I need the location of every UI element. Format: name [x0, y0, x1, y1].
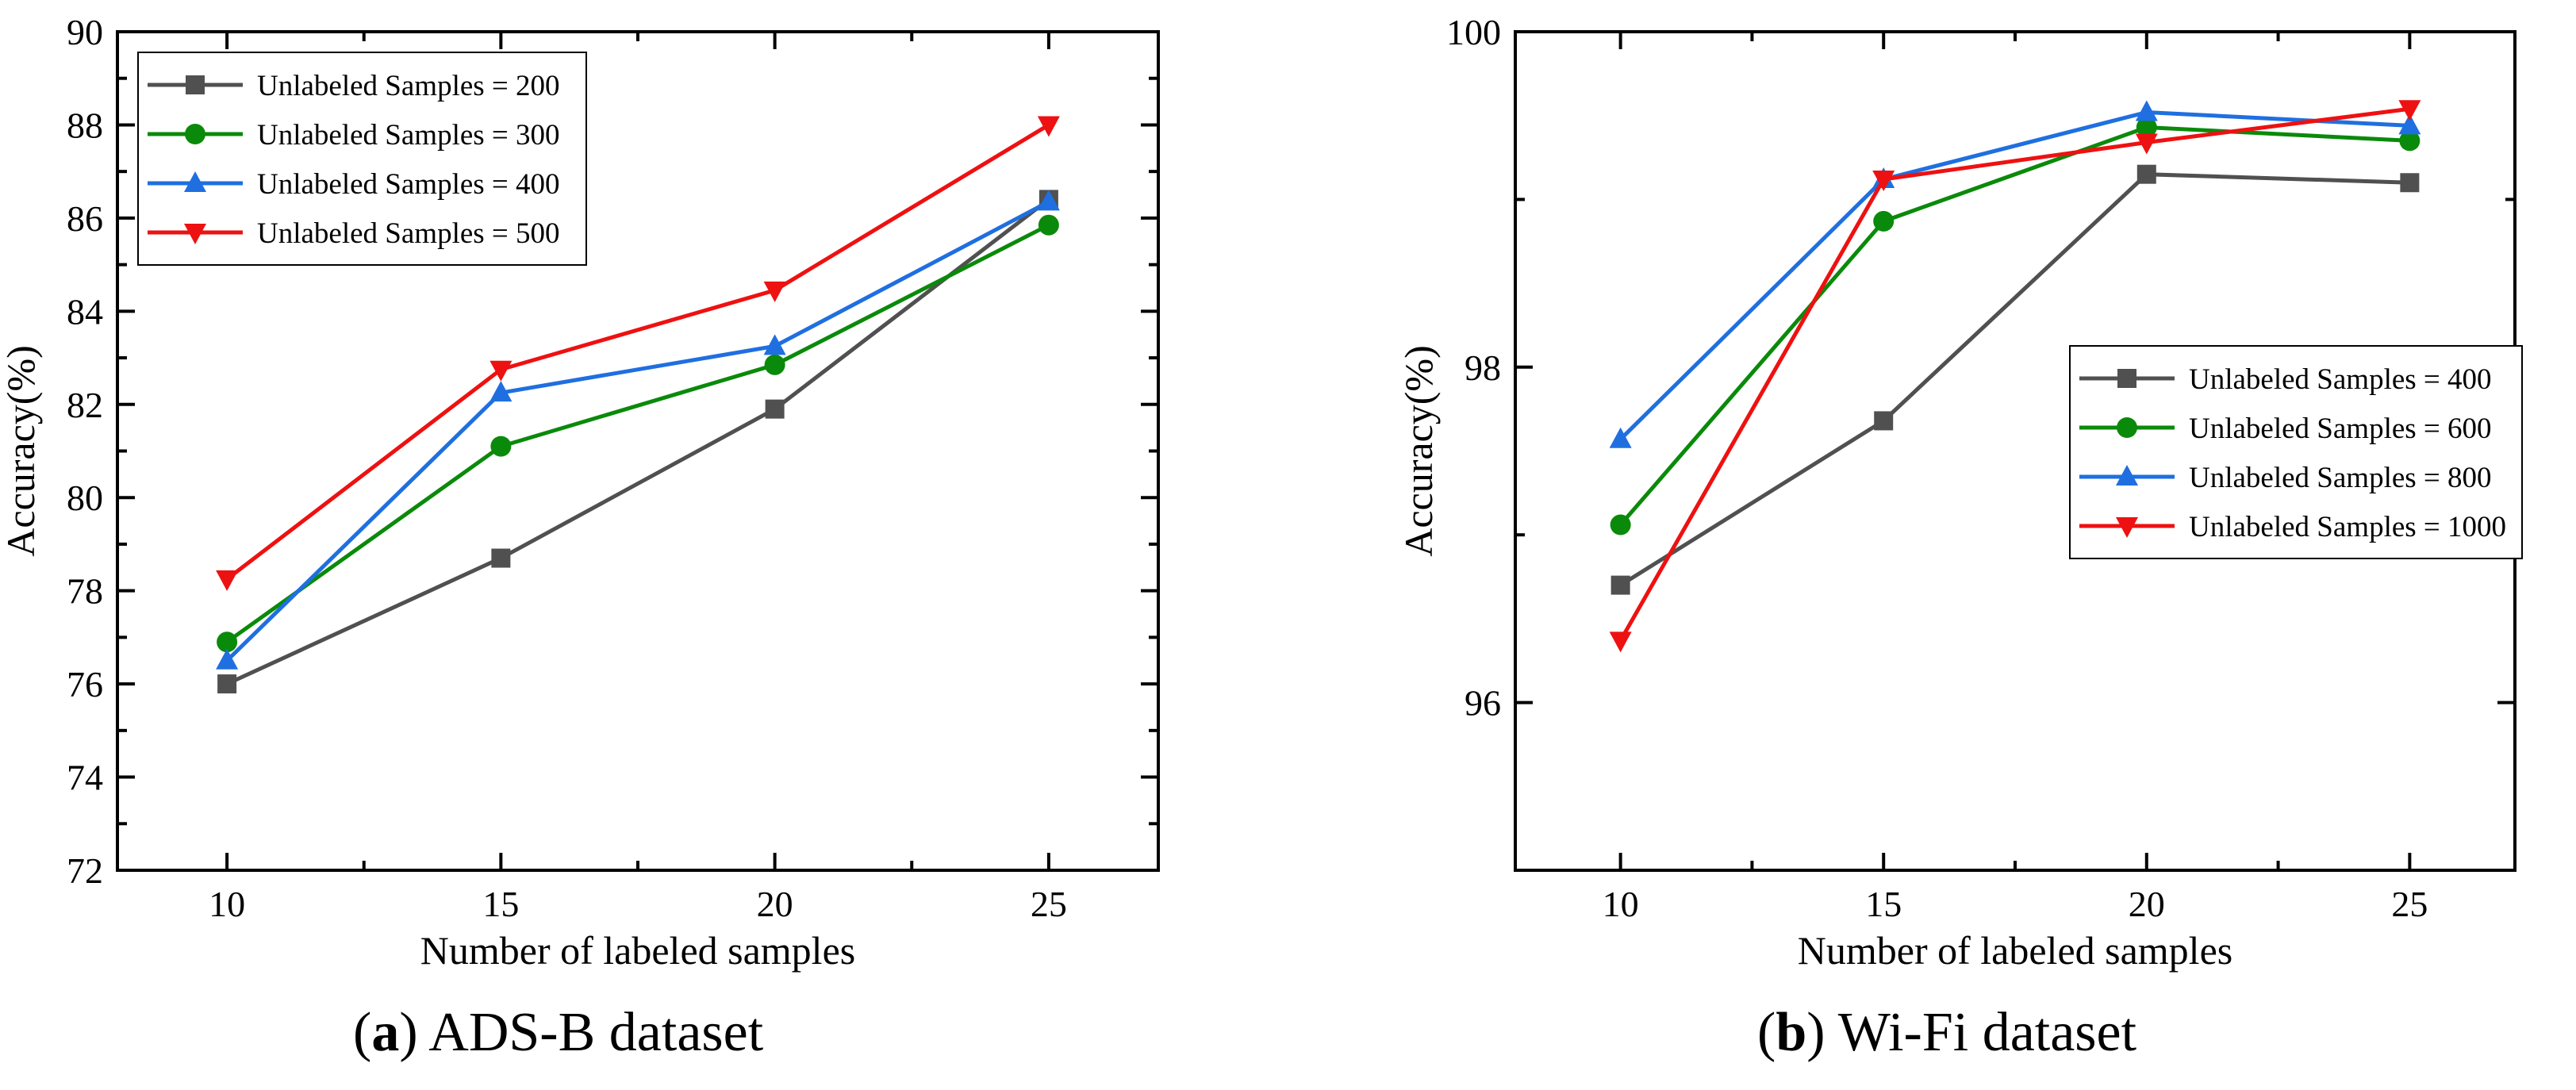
- y-tick-label: 100: [1446, 12, 1501, 52]
- legend-marker-2: [184, 171, 206, 192]
- legend-marker-3: [2116, 517, 2138, 538]
- data-point-3-0: [216, 570, 239, 591]
- data-point-0-3: [2400, 173, 2420, 193]
- series-line-2: [1618, 109, 2410, 441]
- y-tick-label: 74: [67, 758, 103, 798]
- data-point-1-1: [1873, 210, 1895, 232]
- data-point-3-3: [1037, 116, 1060, 137]
- data-point-0-1: [1874, 411, 1894, 431]
- series-line-3: [225, 123, 1050, 581]
- legend-label-1: Unlabeled Samples = 600: [2189, 413, 2492, 445]
- legend-marker-1: [2117, 417, 2137, 438]
- data-point-0-0: [1610, 575, 1630, 595]
- x-tick-label: 10: [209, 884, 245, 924]
- data-point-3-2: [2135, 133, 2158, 155]
- data-point-2-2: [2135, 100, 2158, 121]
- legend-label-0: Unlabeled Samples = 400: [2189, 363, 2492, 396]
- data-point-2-1: [489, 381, 513, 402]
- chart-a: 72 74 76 78 80 82 84 86 88 90 10 15 20 25 Number of la…: [0, 12, 1160, 973]
- y-axis-label: Accuracy(%): [0, 345, 43, 556]
- data-point-2-3: [1037, 190, 1060, 211]
- y-tick-label: 80: [67, 478, 103, 518]
- y-tick-label: 88: [67, 105, 103, 145]
- series-line-0: [226, 198, 1050, 686]
- y-tick-label: 78: [67, 571, 103, 612]
- data-point-3-1: [489, 360, 513, 382]
- data-point-0-0: [217, 674, 237, 694]
- caption-b-text: Wi-Fi dataset: [1837, 1002, 2137, 1063]
- data-point-3-1: [1872, 171, 1895, 192]
- series-line-1: [225, 223, 1050, 644]
- data-point-2-3: [2398, 113, 2421, 135]
- data-point-2-2: [763, 334, 786, 355]
- data-point-0-2: [765, 399, 785, 419]
- legend-marker-1: [185, 124, 205, 144]
- legend-marker-0: [2117, 369, 2136, 388]
- y-tick-label: 96: [1465, 683, 1501, 723]
- data-point-0-1: [491, 548, 511, 568]
- x-axis-label: Number of labeled samples: [420, 928, 855, 973]
- x-tick-label: 25: [2391, 884, 2428, 924]
- legend-label-1: Unlabeled Samples = 300: [257, 119, 560, 152]
- caption-a-text: ADS-B dataset: [428, 1002, 764, 1063]
- legend-label-2: Unlabeled Samples = 400: [257, 168, 560, 201]
- x-tick-label: 25: [1031, 884, 1067, 924]
- series-line-1: [1618, 125, 2410, 527]
- data-point-1-3: [1038, 214, 1059, 236]
- caption-a-letter: a: [371, 1002, 400, 1063]
- data-point-1-0: [1610, 514, 1631, 535]
- legend-box: [137, 52, 587, 266]
- y-tick-label: 72: [67, 850, 103, 891]
- series-line-0: [1619, 172, 2410, 587]
- data-point-1-3: [2399, 130, 2421, 152]
- y-tick-label: 84: [67, 291, 103, 332]
- y-tick-label: 76: [67, 664, 103, 704]
- x-axis-label: Number of labeled samples: [1798, 928, 2232, 973]
- legend-marker-2: [2116, 465, 2138, 486]
- y-tick-label: 90: [67, 12, 103, 52]
- y-tick-label: 86: [67, 198, 103, 239]
- series-line-3: [1618, 106, 2410, 642]
- x-tick-label: 20: [2129, 884, 2165, 924]
- legend-label-3: Unlabeled Samples = 1000: [2189, 511, 2506, 543]
- caption-b: (b) Wi-Fi dataset: [1757, 1002, 2137, 1063]
- series-line-2: [225, 200, 1050, 662]
- chart-b: 96 98 100 10 15 20 25 Number of labeled samples…: [1396, 12, 2523, 973]
- caption-b-letter: b: [1776, 1002, 1807, 1063]
- x-tick-label: 20: [757, 884, 793, 924]
- y-tick-label: 98: [1465, 347, 1501, 388]
- legend-marker-3: [184, 224, 206, 244]
- data-point-0-2: [2136, 164, 2156, 184]
- legend-box: [2069, 345, 2523, 559]
- data-point-2-0: [216, 648, 239, 670]
- y-axis-label: Accuracy(%): [1396, 345, 1441, 556]
- y-tick-label: 82: [67, 385, 103, 425]
- legend-label-3: Unlabeled Samples = 500: [257, 217, 560, 250]
- x-tick-label: 10: [1603, 884, 1639, 924]
- data-point-3-0: [1609, 631, 1632, 653]
- data-point-2-0: [1609, 427, 1632, 448]
- data-point-3-3: [2398, 100, 2421, 121]
- legend-label-2: Unlabeled Samples = 800: [2189, 462, 2492, 494]
- x-tick-label: 15: [1865, 884, 1902, 924]
- caption-a: (a) ADS-B dataset: [353, 1002, 764, 1063]
- data-point-1-2: [764, 354, 785, 375]
- data-point-1-2: [2136, 117, 2157, 138]
- data-point-1-1: [490, 436, 512, 457]
- legend-marker-0: [186, 75, 205, 94]
- legend-label-0: Unlabeled Samples = 200: [257, 70, 560, 102]
- data-point-3-2: [763, 281, 786, 302]
- x-tick-label: 15: [482, 884, 519, 924]
- data-point-1-0: [217, 631, 238, 653]
